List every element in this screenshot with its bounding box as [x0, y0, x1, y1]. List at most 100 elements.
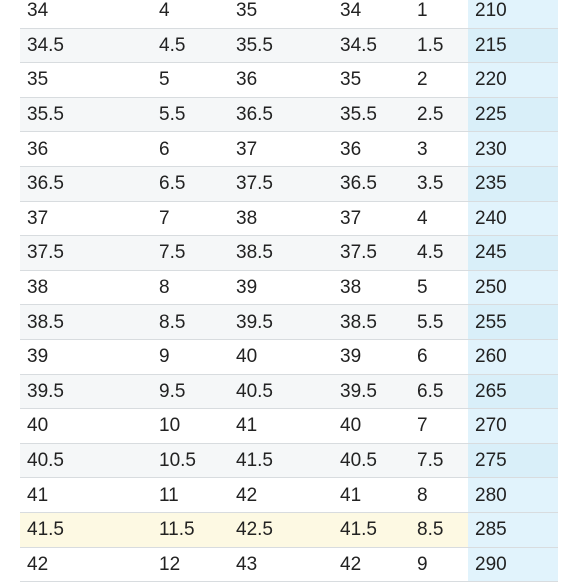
size-col-2-cell: 6: [159, 132, 229, 166]
size-col-3-cell: 35: [236, 0, 336, 28]
size-col-1-cell: 34.5: [27, 29, 147, 63]
size-col-3-cell: 37: [236, 132, 336, 166]
size-col-mm-cell: 290: [468, 548, 558, 582]
size-col-1-cell: 35: [27, 63, 147, 97]
size-col-mm-cell: 275: [468, 444, 558, 478]
size-col-2-cell: 5.5: [159, 98, 229, 132]
size-col-mm-cell: 260: [468, 340, 558, 374]
size-col-1-cell: 38: [27, 271, 147, 305]
size-col-4-cell: 40: [340, 409, 410, 443]
size-col-5-cell: 1.5: [417, 29, 467, 63]
size-col-2-cell: 8: [159, 271, 229, 305]
size-col-mm-cell: 210: [468, 0, 558, 28]
size-col-1-cell: 35.5: [27, 98, 147, 132]
size-col-1-cell: 39.5: [27, 375, 147, 409]
size-col-1-cell: 42: [27, 548, 147, 582]
size-col-4-cell: 37.5: [340, 236, 410, 270]
size-col-2-cell: 11: [159, 478, 229, 512]
size-col-5-cell: 3: [417, 132, 467, 166]
size-col-mm-cell: 265: [468, 375, 558, 409]
size-col-5-cell: 7: [417, 409, 467, 443]
size-col-4-cell: 39: [340, 340, 410, 374]
size-col-5-cell: 5.5: [417, 305, 467, 339]
size-col-5-cell: 6: [417, 340, 467, 374]
size-col-mm-cell: 220: [468, 63, 558, 97]
size-col-3-cell: 39.5: [236, 305, 336, 339]
size-col-2-cell: 12: [159, 548, 229, 582]
size-col-4-cell: 41: [340, 478, 410, 512]
size-col-mm-cell: 240: [468, 202, 558, 236]
size-col-2-cell: 6.5: [159, 167, 229, 201]
size-col-3-cell: 41.5: [236, 444, 336, 478]
size-col-mm-cell: 280: [468, 478, 558, 512]
size-col-5-cell: 1: [417, 0, 467, 28]
size-col-5-cell: 2.5: [417, 98, 467, 132]
size-col-mm-cell: 235: [468, 167, 558, 201]
size-col-2-cell: 10.5: [159, 444, 229, 478]
size-col-1-cell: 37.5: [27, 236, 147, 270]
size-col-2-cell: 8.5: [159, 305, 229, 339]
size-col-mm-cell: 270: [468, 409, 558, 443]
size-col-5-cell: 7.5: [417, 444, 467, 478]
size-col-2-cell: 9.5: [159, 375, 229, 409]
size-col-4-cell: 35.5: [340, 98, 410, 132]
size-col-4-cell: 35: [340, 63, 410, 97]
size-col-1-cell: 34: [27, 0, 147, 28]
size-col-mm-cell: 225: [468, 98, 558, 132]
size-col-3-cell: 43: [236, 548, 336, 582]
size-col-4-cell: 36.5: [340, 167, 410, 201]
size-col-mm-cell: 245: [468, 236, 558, 270]
size-col-mm-cell: 250: [468, 271, 558, 305]
size-col-2-cell: 10: [159, 409, 229, 443]
size-col-2-cell: 4: [159, 0, 229, 28]
size-col-2-cell: 11.5: [159, 513, 229, 547]
size-col-3-cell: 42: [236, 478, 336, 512]
size-col-4-cell: 39.5: [340, 375, 410, 409]
size-col-1-cell: 37: [27, 202, 147, 236]
size-col-4-cell: 38: [340, 271, 410, 305]
size-col-1-cell: 41: [27, 478, 147, 512]
size-col-1-cell: 38.5: [27, 305, 147, 339]
size-col-mm-cell: 215: [468, 29, 558, 63]
size-col-mm-cell: 255: [468, 305, 558, 339]
size-col-5-cell: 3.5: [417, 167, 467, 201]
size-col-2-cell: 7.5: [159, 236, 229, 270]
size-col-4-cell: 40.5: [340, 444, 410, 478]
size-col-4-cell: 38.5: [340, 305, 410, 339]
size-col-3-cell: 38.5: [236, 236, 336, 270]
size-col-5-cell: 6.5: [417, 375, 467, 409]
size-col-3-cell: 42.5: [236, 513, 336, 547]
size-col-1-cell: 36: [27, 132, 147, 166]
size-col-5-cell: 9: [417, 548, 467, 582]
size-col-2-cell: 4.5: [159, 29, 229, 63]
size-col-1-cell: 39: [27, 340, 147, 374]
size-col-3-cell: 35.5: [236, 29, 336, 63]
size-col-2-cell: 5: [159, 63, 229, 97]
size-col-1-cell: 40: [27, 409, 147, 443]
size-col-mm-cell: 230: [468, 132, 558, 166]
size-col-3-cell: 36.5: [236, 98, 336, 132]
size-col-5-cell: 8: [417, 478, 467, 512]
size-col-4-cell: 41.5: [340, 513, 410, 547]
size-col-3-cell: 41: [236, 409, 336, 443]
size-col-5-cell: 5: [417, 271, 467, 305]
size-col-3-cell: 40.5: [236, 375, 336, 409]
